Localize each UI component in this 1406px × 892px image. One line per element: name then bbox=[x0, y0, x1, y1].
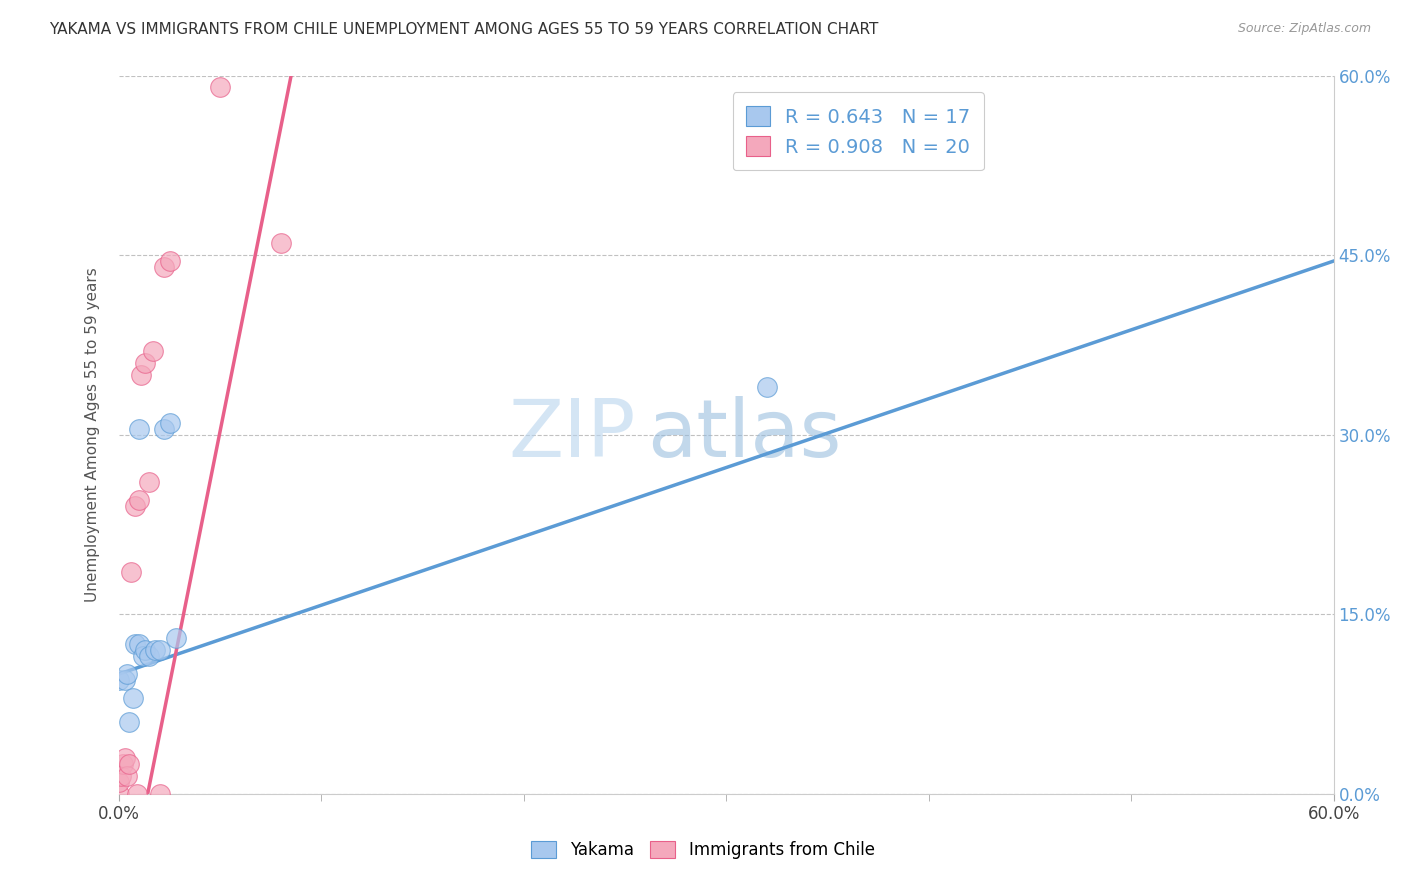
Point bbox=[165, 631, 187, 645]
Point bbox=[118, 714, 141, 729]
Point bbox=[755, 380, 778, 394]
Legend: R = 0.643   N = 17, R = 0.908   N = 20: R = 0.643 N = 17, R = 0.908 N = 20 bbox=[733, 93, 984, 170]
Point bbox=[115, 769, 138, 783]
Point bbox=[115, 667, 138, 681]
Point bbox=[118, 756, 141, 771]
Point bbox=[134, 643, 156, 657]
Point bbox=[124, 500, 146, 514]
Point bbox=[152, 260, 174, 274]
Point bbox=[148, 643, 170, 657]
Y-axis label: Unemployment Among Ages 55 to 59 years: Unemployment Among Ages 55 to 59 years bbox=[86, 268, 100, 602]
Point bbox=[148, 787, 170, 801]
Point bbox=[108, 774, 131, 789]
Point bbox=[145, 643, 167, 657]
Point bbox=[159, 416, 181, 430]
Point bbox=[270, 236, 292, 251]
Legend: Yakama, Immigrants from Chile: Yakama, Immigrants from Chile bbox=[524, 834, 882, 866]
Text: ZIP: ZIP bbox=[508, 395, 636, 474]
Text: atlas: atlas bbox=[647, 395, 842, 474]
Point bbox=[209, 80, 232, 95]
Point bbox=[127, 787, 149, 801]
Point bbox=[110, 769, 132, 783]
Point bbox=[159, 254, 181, 268]
Point bbox=[128, 422, 150, 436]
Point bbox=[114, 751, 136, 765]
Text: Source: ZipAtlas.com: Source: ZipAtlas.com bbox=[1237, 22, 1371, 36]
Point bbox=[108, 673, 131, 687]
Point bbox=[132, 648, 155, 663]
Point bbox=[122, 690, 145, 705]
Point bbox=[134, 356, 156, 370]
Point bbox=[124, 637, 146, 651]
Point bbox=[112, 756, 135, 771]
Point bbox=[114, 673, 136, 687]
Point bbox=[152, 422, 174, 436]
Point bbox=[120, 566, 142, 580]
Point bbox=[138, 648, 160, 663]
Point bbox=[138, 475, 160, 490]
Point bbox=[108, 787, 131, 801]
Point bbox=[142, 343, 165, 358]
Point bbox=[128, 637, 150, 651]
Point bbox=[131, 368, 153, 382]
Point bbox=[128, 493, 150, 508]
Text: YAKAMA VS IMMIGRANTS FROM CHILE UNEMPLOYMENT AMONG AGES 55 TO 59 YEARS CORRELATI: YAKAMA VS IMMIGRANTS FROM CHILE UNEMPLOY… bbox=[49, 22, 879, 37]
